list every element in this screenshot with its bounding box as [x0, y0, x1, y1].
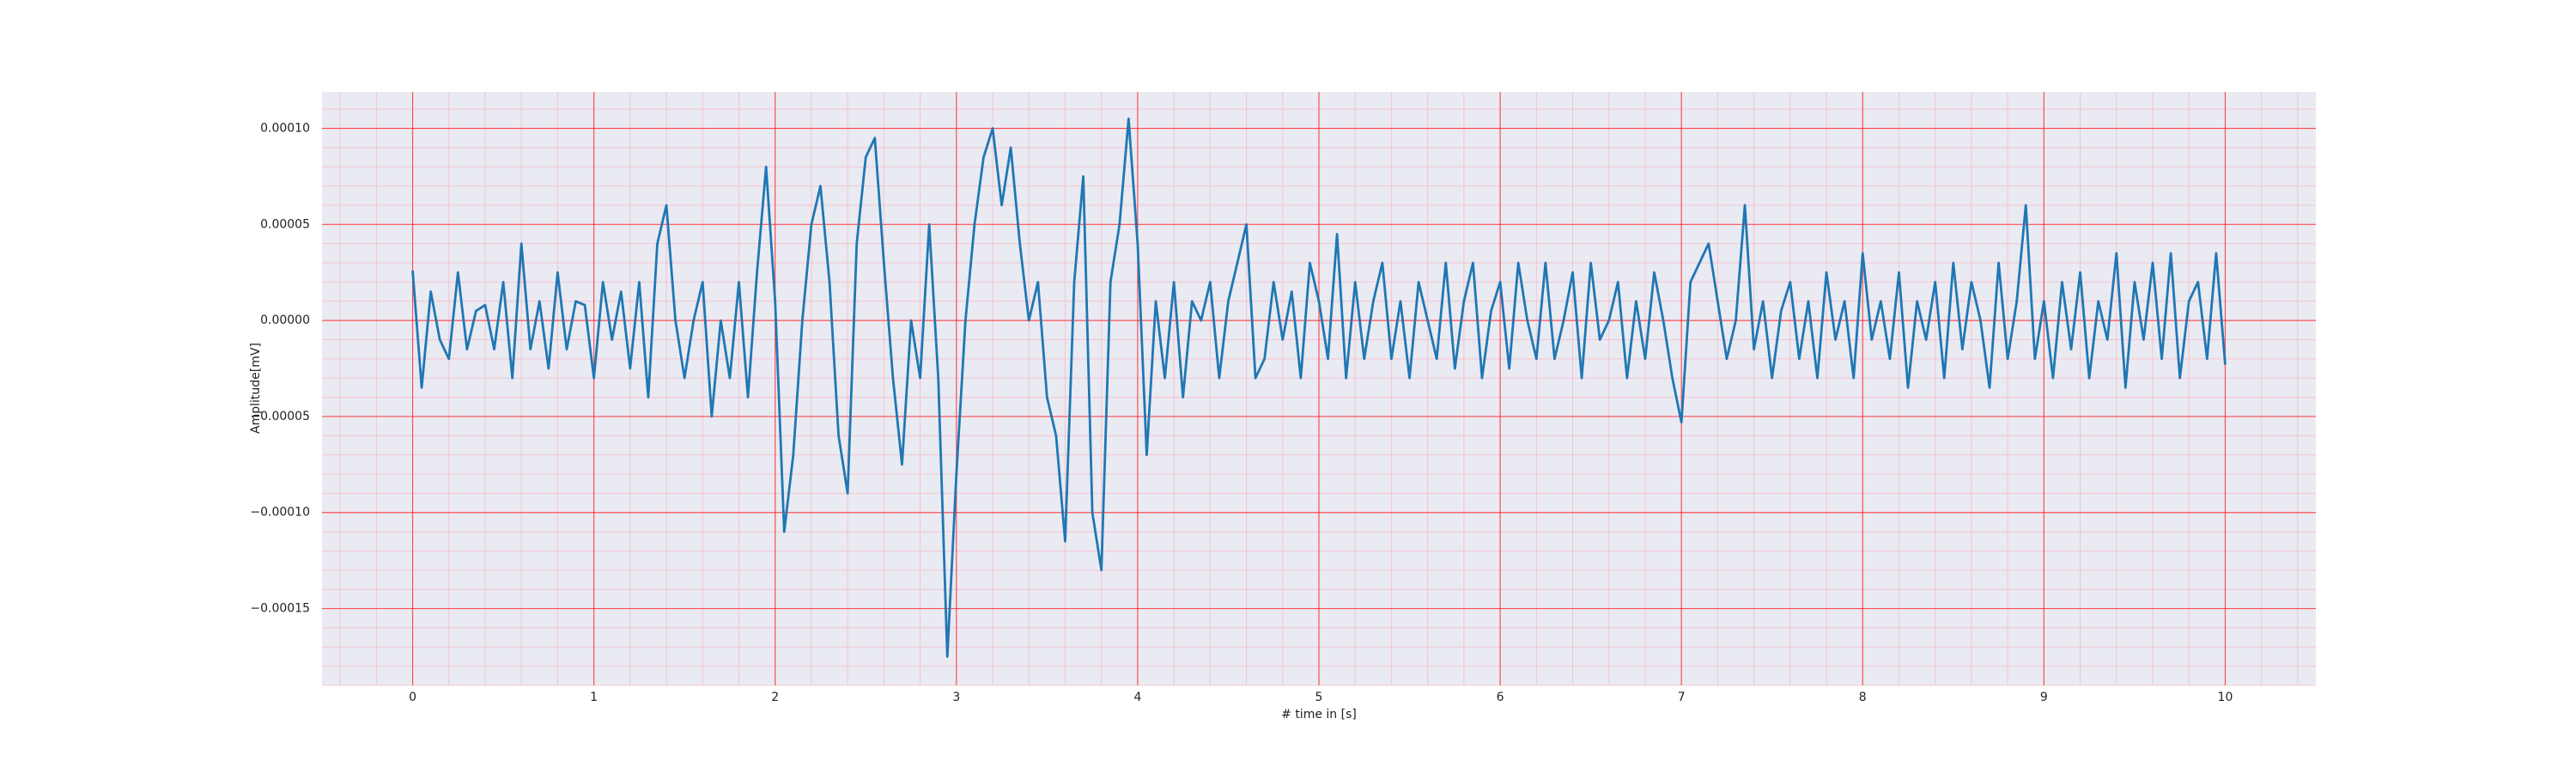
y-tick-label: −0.00015	[250, 602, 310, 616]
x-tick-label: 1	[590, 691, 598, 704]
x-tick-label: 9	[2040, 691, 2048, 704]
x-tick-label: 0	[409, 691, 416, 704]
y-tick-label: −0.00010	[250, 506, 310, 520]
grid	[322, 92, 2316, 686]
y-tick-label: 0.00010	[260, 121, 310, 135]
x-axis-label: # time in [s]	[1281, 708, 1357, 721]
y-tick-label: −0.00005	[250, 410, 310, 423]
signal-line	[411, 117, 2227, 658]
y-tick-label: 0.00005	[260, 217, 310, 231]
x-tick-label: 8	[1859, 691, 1867, 704]
y-axis-label: Amplitude[mV]	[249, 343, 263, 434]
x-tick-label: 10	[2218, 691, 2233, 704]
x-tick-label: 3	[952, 691, 960, 704]
x-tick-label: 6	[1497, 691, 1504, 704]
y-tick-label: 0.00000	[260, 313, 310, 327]
x-tick-label: 2	[771, 691, 779, 704]
x-tick-label: 4	[1133, 691, 1141, 704]
x-tick-label: 7	[1678, 691, 1686, 704]
x-tick-label: 5	[1315, 691, 1323, 704]
